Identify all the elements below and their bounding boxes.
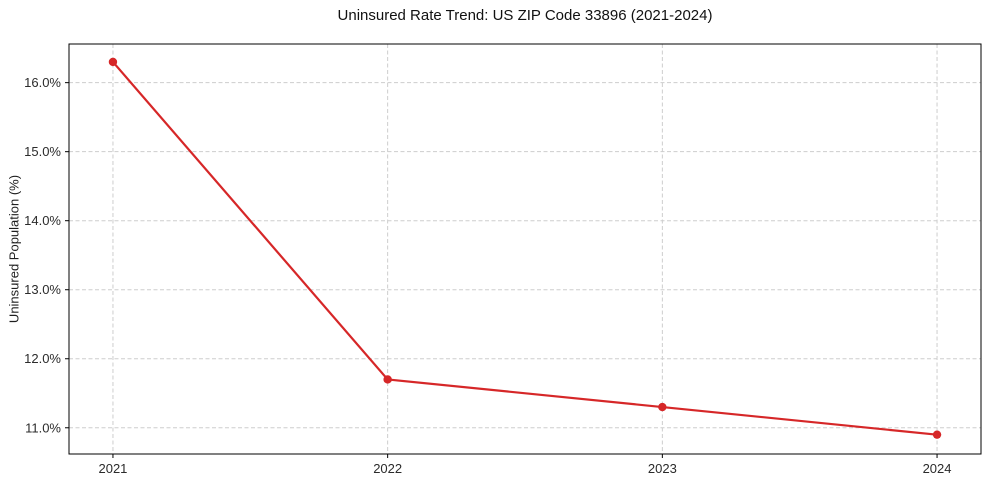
data-point [658, 402, 667, 412]
data-point [932, 430, 942, 439]
x-tick-label: 2021 [98, 461, 127, 476]
y-axis-label: Uninsured Population (%) [6, 174, 22, 324]
x-tick-label: 2024 [923, 461, 952, 476]
y-tick-label: 12.0% [24, 351, 61, 366]
x-tick-label: 2023 [648, 461, 677, 476]
plot-border [68, 43, 982, 455]
data-point [383, 375, 392, 384]
y-tick-label: 15.0% [24, 144, 61, 159]
chart-title: Uninsured Rate Trend: US ZIP Code 33896 … [337, 7, 713, 24]
y-tick-label: 11.0% [25, 420, 61, 435]
y-tick-label: 16.0% [24, 75, 61, 90]
y-tick-label: 14.0% [24, 213, 61, 228]
data-line [111, 60, 939, 436]
x-tick-label: 2022 [373, 461, 402, 476]
y-tick-label: 13.0% [24, 282, 61, 297]
data-point [108, 57, 118, 67]
